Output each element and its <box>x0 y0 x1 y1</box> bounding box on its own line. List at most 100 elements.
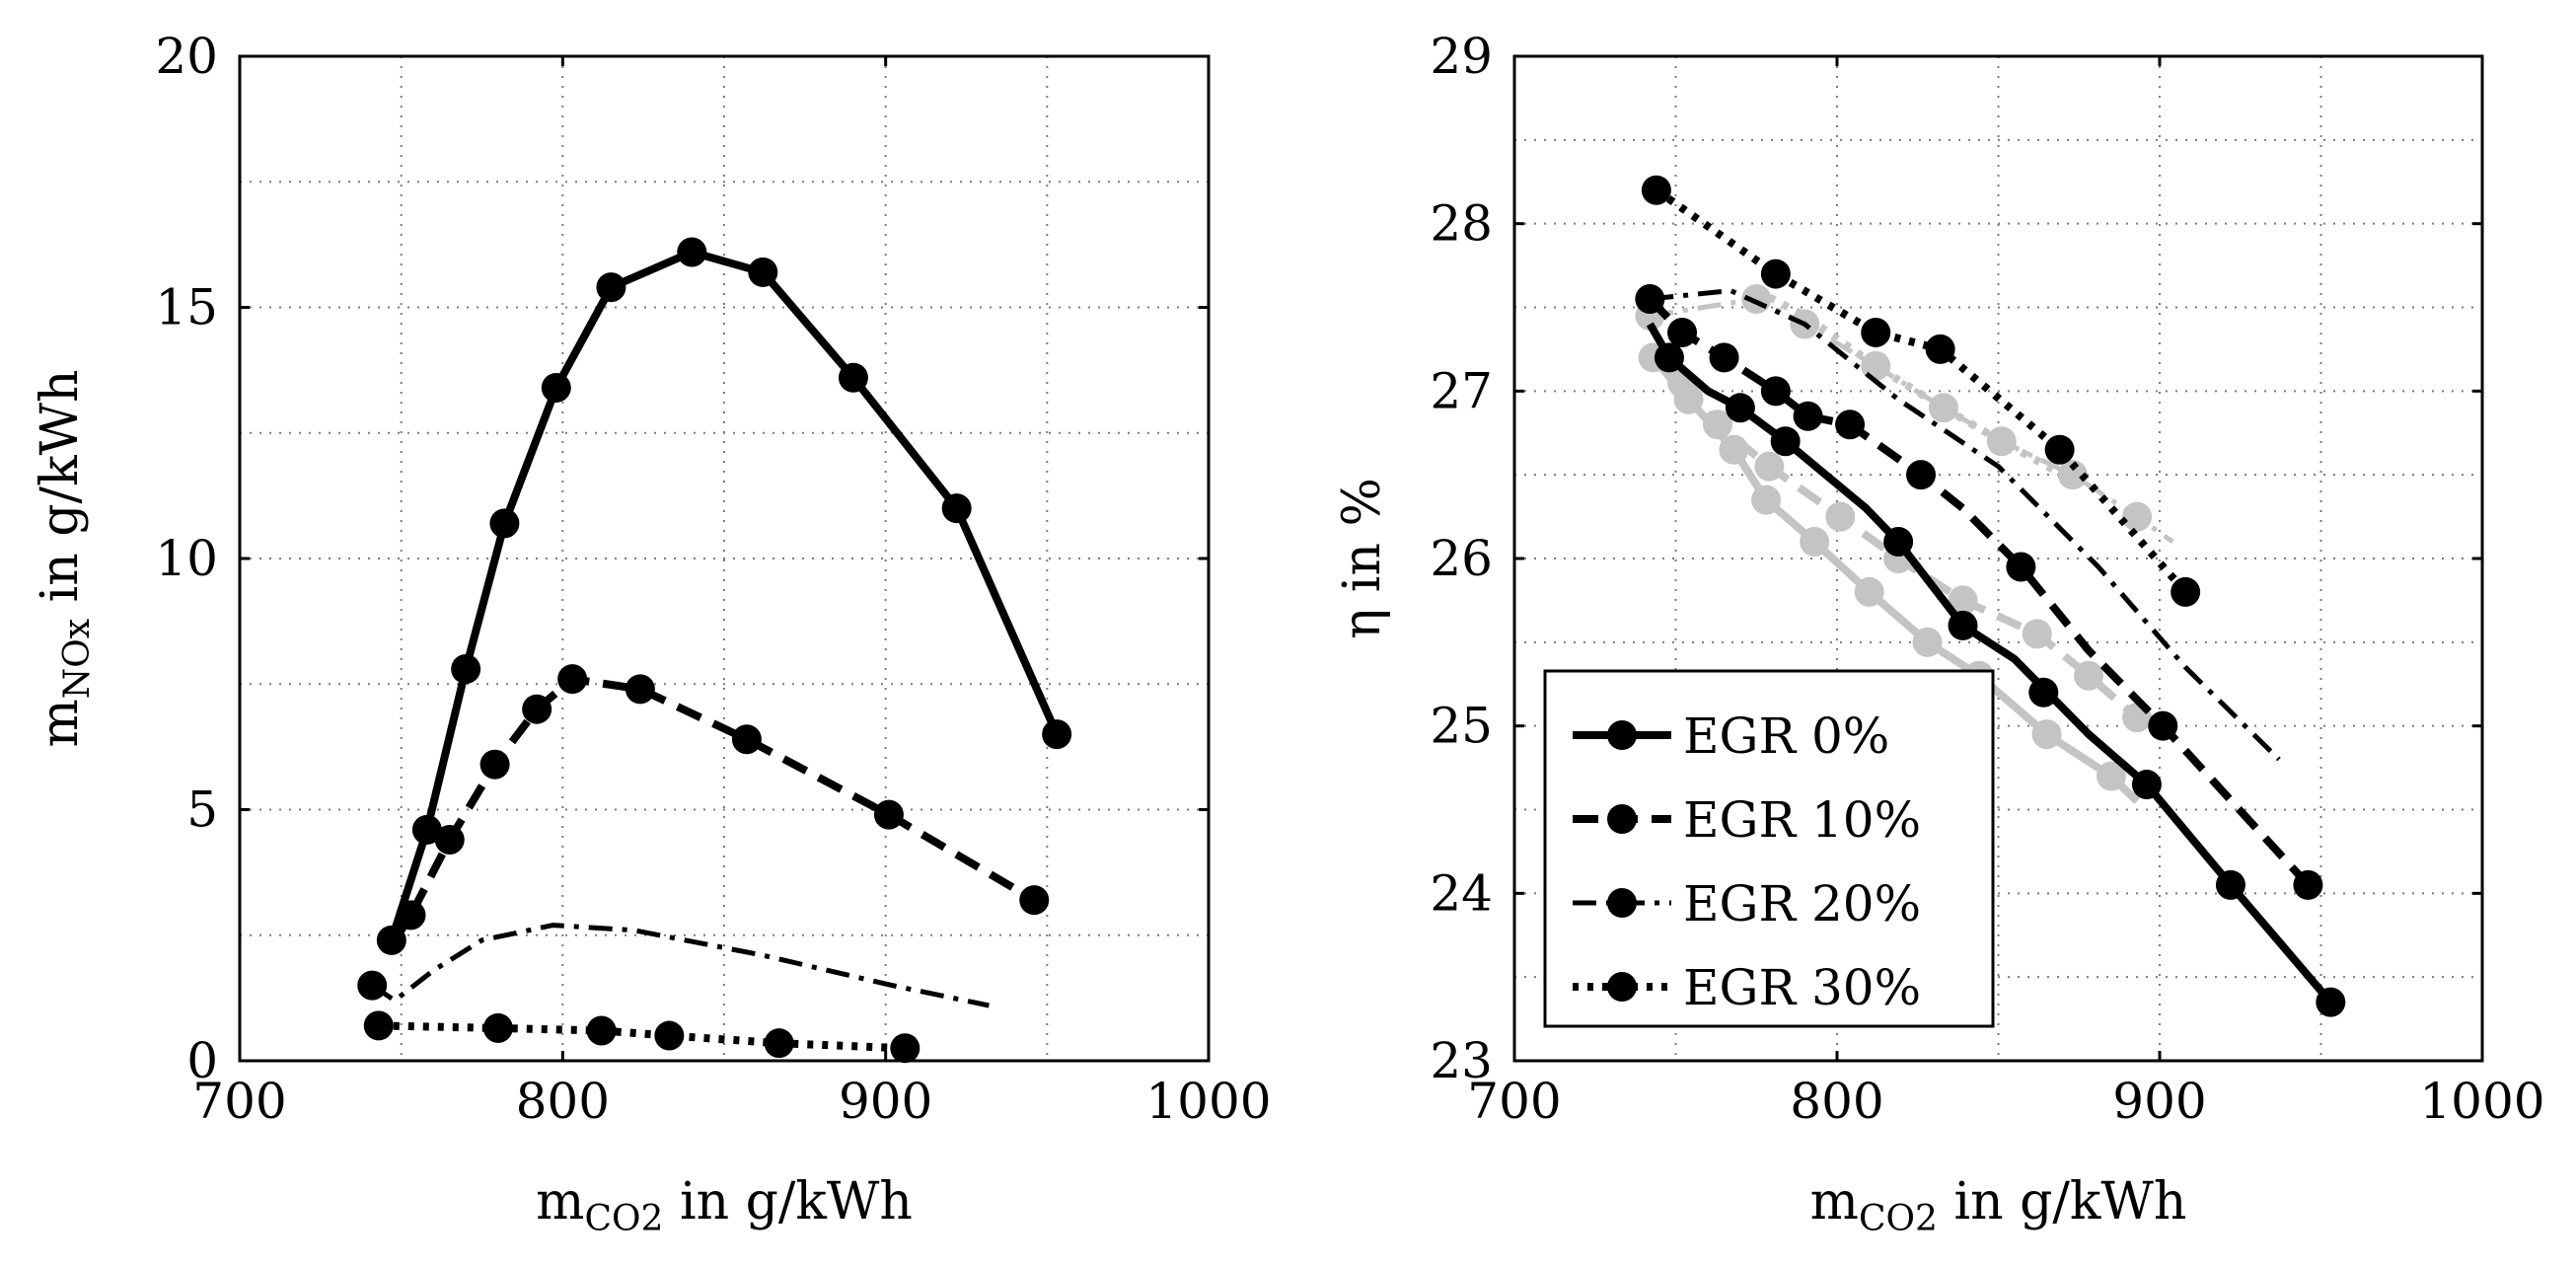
data-point <box>1754 451 1785 482</box>
legend-marker <box>1607 804 1637 834</box>
y-axis-label: mNOx in g/kWh <box>31 369 98 747</box>
data-point <box>1635 284 1665 315</box>
x-tick-label: 800 <box>1790 1073 1883 1130</box>
y-tick-label: 26 <box>1430 530 1493 587</box>
data-point <box>2031 719 2062 750</box>
y-tick-label: 25 <box>1430 698 1493 755</box>
data-point <box>1019 885 1050 916</box>
data-point <box>1751 484 1782 515</box>
x-tick-label: 900 <box>2112 1073 2206 1130</box>
data-point <box>838 362 868 393</box>
data-point <box>363 1010 394 1041</box>
y-tick-label: 24 <box>1430 864 1493 922</box>
data-point <box>1667 317 1698 347</box>
data-point <box>1641 175 1671 205</box>
data-point <box>1800 527 1830 558</box>
data-point <box>677 237 707 267</box>
data-point <box>1793 401 1823 431</box>
data-point <box>1906 460 1937 490</box>
x-axis-label: mCO2 in g/kWh <box>1810 1172 2187 1239</box>
grid <box>1514 56 2482 1061</box>
legend-marker <box>1607 972 1637 1002</box>
data-point <box>1883 527 1914 558</box>
data-point <box>2074 660 2104 691</box>
data-point <box>596 272 626 303</box>
data-point <box>1912 627 1943 657</box>
x-tick-label: 1000 <box>1145 1073 1271 1130</box>
series-group <box>1635 175 2346 1017</box>
y-tick-label: 15 <box>155 279 218 336</box>
data-point <box>654 1020 685 1051</box>
data-point <box>396 900 426 931</box>
series-line-egr-30- <box>378 1021 906 1053</box>
data-point <box>873 799 904 830</box>
legend-label: EGR 30% <box>1683 959 1921 1016</box>
data-point <box>2057 460 2088 490</box>
x-tick-label: 700 <box>1467 1073 1561 1130</box>
data-point <box>2044 434 2075 465</box>
data-point <box>1042 719 1072 750</box>
series-line-egr-30-grey- <box>1754 286 2065 479</box>
data-point <box>1928 393 1958 423</box>
data-point <box>2215 869 2245 900</box>
y-tick-label: 23 <box>1430 1032 1493 1089</box>
data-point <box>1703 410 1733 440</box>
legend-label: EGR 20% <box>1683 875 1921 932</box>
data-point <box>2122 501 2153 532</box>
grid <box>240 56 1209 1061</box>
data-point <box>1835 410 1866 440</box>
x-tick-label: 800 <box>516 1073 610 1130</box>
ticks: 700 800 900 1000 0 5 10 15 20 <box>155 28 1271 1130</box>
data-point <box>451 653 481 684</box>
x-tick-label: 1000 <box>2419 1073 2544 1130</box>
data-point <box>1760 259 1791 289</box>
data-point <box>2131 770 2162 800</box>
data-point <box>625 674 655 705</box>
data-point <box>1825 501 1856 532</box>
series-line-egr-20- <box>370 923 990 1008</box>
data-point <box>2316 987 2346 1017</box>
data-point <box>586 1015 617 1046</box>
data-point <box>1760 376 1791 407</box>
ticks: 700 800 900 1000 23 24 25 26 27 28 29 <box>1430 28 2544 1130</box>
data-point <box>1654 342 1684 373</box>
data-point <box>1925 334 1955 364</box>
y-tick-label: 29 <box>1430 28 1493 85</box>
data-point <box>1709 342 1739 373</box>
data-point <box>2096 761 2126 791</box>
data-point <box>2022 619 2052 649</box>
data-point <box>2028 677 2059 708</box>
data-point <box>1854 576 1884 607</box>
data-point <box>1948 585 1978 616</box>
y-tick-label: 0 <box>186 1032 218 1089</box>
data-point <box>1986 426 2017 457</box>
data-point <box>1861 350 1891 381</box>
data-point <box>941 493 972 524</box>
data-point <box>2148 710 2178 741</box>
data-point <box>1725 393 1755 423</box>
data-point <box>731 724 762 755</box>
data-point <box>2006 552 2036 582</box>
data-point <box>1861 317 1891 347</box>
x-tick-label: 900 <box>839 1073 932 1130</box>
x-axis-label: mCO2 in g/kWh <box>536 1172 913 1239</box>
legend-label: EGR 10% <box>1683 791 1921 849</box>
data-point <box>890 1033 920 1064</box>
right-chart: 700 800 900 1000 23 24 25 26 27 28 29 mCO2 in g/kWh… <box>1333 28 2545 1239</box>
left-chart: 700 800 900 1000 0 5 10 15 20 mCO2 in g/kWh mNOx i… <box>31 28 1272 1239</box>
data-point <box>2171 576 2201 607</box>
series-line-egr-20- <box>1650 288 2281 762</box>
data-point <box>479 749 510 780</box>
data-point <box>748 257 778 287</box>
data-point <box>434 825 465 856</box>
legend-marker <box>1607 720 1637 750</box>
y-axis-label: η in % <box>1333 478 1392 639</box>
y-tick-label: 10 <box>155 530 218 587</box>
y-tick-label: 28 <box>1430 195 1493 253</box>
y-tick-label: 5 <box>186 782 218 839</box>
data-point <box>482 1012 513 1043</box>
data-point <box>2293 869 2323 900</box>
series-line-egr-30- <box>1654 186 2189 595</box>
legend: EGR 0% EGR 10% EGR 20% EGR 30% <box>1543 669 1995 1028</box>
